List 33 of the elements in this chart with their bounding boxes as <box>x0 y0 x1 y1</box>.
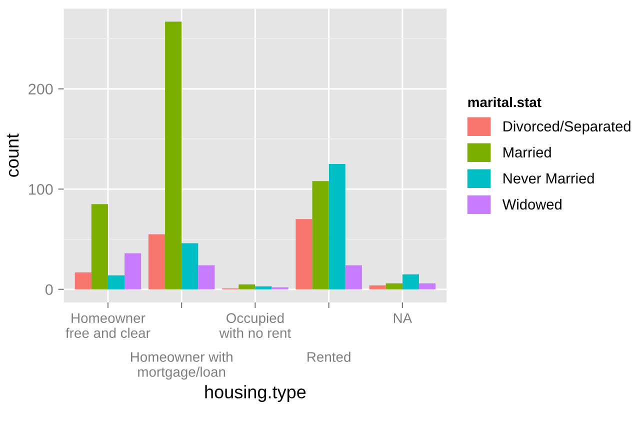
y-tick-label: 100 <box>29 184 53 195</box>
bar <box>165 22 182 290</box>
bar <box>108 275 125 290</box>
bar <box>418 283 436 290</box>
bar <box>198 265 215 290</box>
x-tick-label: Occupied with no rent <box>219 312 291 338</box>
x-tick-label: Homeowner with mortgage/loan <box>131 352 232 380</box>
x-tick-label: Rented <box>308 352 350 362</box>
bar <box>369 285 386 290</box>
bar <box>74 272 92 290</box>
y-tick-label: 0 <box>45 284 53 296</box>
bar <box>182 243 198 290</box>
x-axis-title: housing.type <box>205 385 306 402</box>
y-tick-label: 200 <box>28 84 53 95</box>
bar <box>402 274 419 290</box>
bar <box>238 284 256 290</box>
legend-label: Married <box>504 146 551 158</box>
x-tick-label: Homeowner free and clear <box>66 313 150 338</box>
x-tick-label: NA <box>394 313 412 323</box>
bar <box>328 164 346 290</box>
bar <box>91 204 108 290</box>
y-axis-title: count <box>6 134 19 177</box>
bar <box>255 286 272 290</box>
bar <box>124 253 142 290</box>
legend-label: Never Married <box>504 172 594 184</box>
bar <box>148 234 166 290</box>
legend-title: marital.stat <box>468 96 542 108</box>
bar <box>312 181 329 290</box>
legend-label: Widowed <box>502 198 562 210</box>
bar <box>386 283 402 290</box>
bar <box>345 265 362 290</box>
bar <box>296 219 312 290</box>
legend-label: Divorced/Separated <box>504 120 630 134</box>
